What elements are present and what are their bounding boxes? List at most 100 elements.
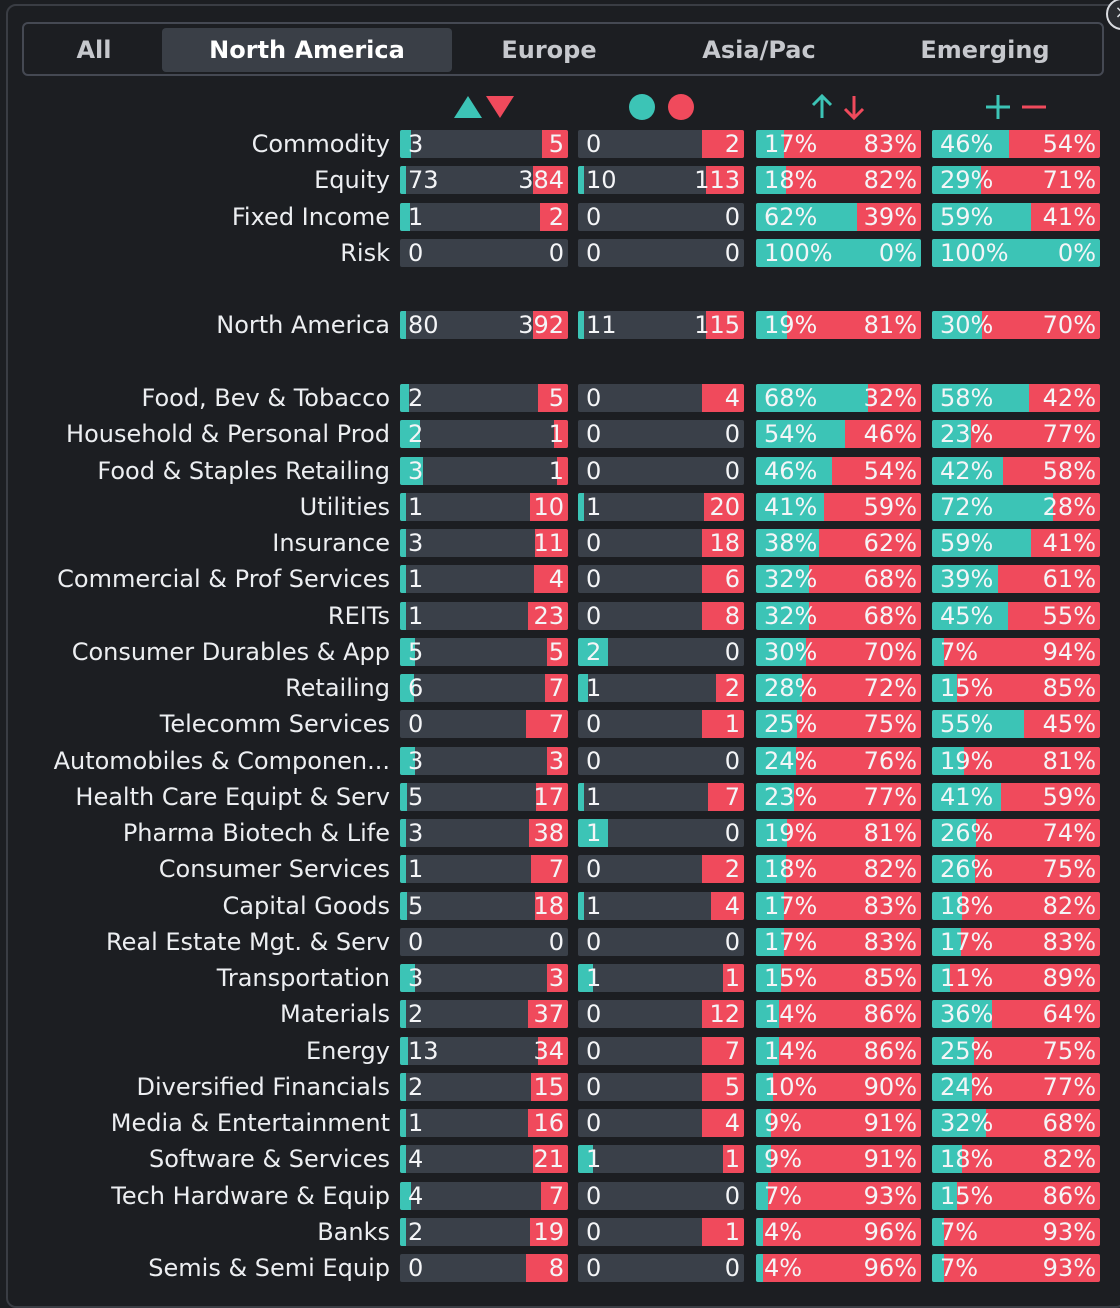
- tab-north-america[interactable]: North America: [162, 28, 452, 72]
- advancers-decliners-bar: 2 15: [400, 1073, 568, 1101]
- table-row[interactable]: Pharma Biotech & Life 3 38 1 0 19% 81% 26% 74%: [0, 818, 1120, 848]
- row-label: Banks: [317, 1218, 390, 1246]
- table-row[interactable]: Transportation 3 3 1 1 15% 85% 11% 89%: [0, 963, 1120, 993]
- table-row[interactable]: Fixed Income 1 2 0 0 62% 39% 59% 41%: [0, 202, 1120, 232]
- up-count: 0: [586, 529, 602, 557]
- positive-fill: [756, 1182, 768, 1210]
- table-row[interactable]: Semis & Semi Equip 0 8 0 0 4% 96% 7% 93%: [0, 1253, 1120, 1283]
- up-down-volume-bar: 17% 83%: [756, 928, 921, 956]
- net-change-bar: 100% 0%: [932, 239, 1100, 267]
- table-row[interactable]: Capital Goods 5 18 1 4 17% 83% 18% 82%: [0, 891, 1120, 921]
- table-row[interactable]: Telecomm Services 0 7 0 1 25% 75% 55% 45%: [0, 709, 1120, 739]
- table-row[interactable]: Risk 0 0 0 0 100% 0% 100% 0%: [0, 238, 1120, 268]
- negative-percent: 86%: [1042, 1182, 1096, 1210]
- table-row[interactable]: Utilities 1 10 1 20 41% 59% 72% 28%: [0, 492, 1120, 522]
- tab-emerging[interactable]: Emerging: [920, 36, 1050, 64]
- negative-percent: 59%: [1042, 783, 1096, 811]
- up-fill: [578, 638, 608, 666]
- positive-percent: 59%: [940, 203, 994, 231]
- negative-fill: [779, 1037, 921, 1065]
- positive-percent: 100%: [940, 239, 1009, 267]
- table-row[interactable]: Banks 2 19 0 1 4% 96% 7% 93%: [0, 1217, 1120, 1247]
- positive-fill: [756, 1073, 773, 1101]
- negative-fill: [1024, 710, 1100, 738]
- table-row[interactable]: Health Care Equipt & Serv 5 17 1 7 23% 77% 41% 5…: [0, 782, 1120, 812]
- up-count: 2: [586, 638, 602, 666]
- table-row[interactable]: Consumer Durables & App 5 5 2 0 30% 70% 7% 94%: [0, 637, 1120, 667]
- close-icon[interactable]: ×: [1106, 0, 1120, 30]
- negative-percent: 74%: [1042, 819, 1096, 847]
- table-row[interactable]: Food & Staples Retailing 3 1 0 0 46% 54% 42% 58%: [0, 456, 1120, 486]
- row-label: Consumer Durables & App: [71, 638, 390, 666]
- highs-lows-bar: 0 12: [578, 1000, 744, 1028]
- table-row[interactable]: Software & Services 4 21 1 1 9% 91% 18% 82%: [0, 1144, 1120, 1174]
- table-row[interactable]: Materials 2 37 0 12 14% 86% 36% 64%: [0, 999, 1120, 1029]
- negative-fill: [970, 420, 1100, 448]
- tab-asia-pac[interactable]: Asia/Pac: [702, 36, 816, 64]
- up-count: 1: [408, 565, 424, 593]
- positive-fill: [756, 1254, 763, 1282]
- up-count: 1: [586, 819, 602, 847]
- table-row[interactable]: Energy 13 34 0 7 14% 86% 25% 75%: [0, 1036, 1120, 1066]
- table-row[interactable]: Insurance 3 11 0 18 38% 62% 59% 41%: [0, 528, 1120, 558]
- positive-percent: 17%: [764, 130, 818, 158]
- positive-percent: 4%: [764, 1218, 803, 1246]
- table-row[interactable]: REITs 1 23 0 8 32% 68% 45% 55%: [0, 601, 1120, 631]
- down-fill: [702, 1037, 744, 1065]
- net-change-bar: 15% 85%: [932, 674, 1100, 702]
- down-fill: [528, 1000, 568, 1028]
- up-count: 0: [586, 1073, 602, 1101]
- down-count: 7: [548, 855, 564, 883]
- negative-fill: [785, 166, 921, 194]
- up-count: 0: [586, 1254, 602, 1282]
- positive-percent: 72%: [940, 493, 994, 521]
- table-row[interactable]: Household & Personal Prod 2 1 0 0 54% 46% 23% 77…: [0, 419, 1120, 449]
- table-row[interactable]: Equity 73 384 10 113 18% 82% 29% 71%: [0, 165, 1120, 195]
- down-fill: [531, 1073, 568, 1101]
- positive-fill: [932, 1254, 944, 1282]
- table-row[interactable]: Commercial & Prof Services 1 4 0 6 32% 68% 39% 6…: [0, 564, 1120, 594]
- negative-percent: 28%: [1042, 493, 1096, 521]
- down-count: 12: [709, 1000, 740, 1028]
- positive-fill: [756, 529, 819, 557]
- table-row[interactable]: Real Estate Mgt. & Serv 0 0 0 0 17% 83% 17% 83%: [0, 927, 1120, 957]
- table-row[interactable]: Media & Entertainment 1 16 0 4 9% 91% 32% 68%: [0, 1108, 1120, 1138]
- table-row[interactable]: Automobiles & Componen... 3 3 0 0 24% 76% 19% 81…: [0, 746, 1120, 776]
- positive-percent: 15%: [940, 1182, 994, 1210]
- table-row[interactable]: Diversified Financials 2 15 0 5 10% 90% 24% 77%: [0, 1072, 1120, 1102]
- negative-percent: 82%: [1042, 892, 1096, 920]
- net-change-bar: 26% 74%: [932, 819, 1100, 847]
- positive-fill: [756, 1037, 780, 1065]
- down-count: 384: [518, 166, 564, 194]
- negative-percent: 68%: [863, 602, 917, 630]
- down-fill: [526, 710, 568, 738]
- positive-percent: 4%: [764, 1254, 803, 1282]
- up-down-volume-bar: 19% 81%: [756, 819, 921, 847]
- positive-percent: 18%: [940, 892, 994, 920]
- net-change-bar: 72% 28%: [932, 493, 1100, 521]
- negative-percent: 68%: [863, 565, 917, 593]
- table-row[interactable]: Commodity 3 5 0 2 17% 83% 46% 54%: [0, 129, 1120, 159]
- positive-percent: 54%: [764, 420, 818, 448]
- table-row[interactable]: Food, Bev & Tobacco 2 5 0 4 68% 32% 58% 42%: [0, 383, 1120, 413]
- table-row[interactable]: Tech Hardware & Equip 4 7 0 0 7% 93% 15% 86%: [0, 1181, 1120, 1211]
- down-fill: [533, 1145, 568, 1173]
- negative-fill: [982, 311, 1100, 339]
- table-row[interactable]: Retailing 6 7 1 2 28% 72% 15% 85%: [0, 673, 1120, 703]
- negative-percent: 39%: [863, 203, 917, 231]
- up-fill: [400, 420, 420, 448]
- table-row[interactable]: North America 80 392 11 115 19% 81% 30% 70%: [0, 310, 1120, 340]
- table-row[interactable]: Consumer Services 1 7 0 2 18% 82% 26% 75%: [0, 854, 1120, 884]
- net-change-bar: 11% 89%: [932, 964, 1100, 992]
- positive-percent: 9%: [764, 1109, 803, 1137]
- down-fill: [538, 1037, 568, 1065]
- negative-percent: 91%: [863, 1145, 917, 1173]
- down-fill: [547, 638, 568, 666]
- tab-all[interactable]: All: [76, 36, 112, 64]
- up-count: 11: [586, 311, 617, 339]
- negative-fill: [971, 1073, 1100, 1101]
- tab-europe[interactable]: Europe: [501, 36, 597, 64]
